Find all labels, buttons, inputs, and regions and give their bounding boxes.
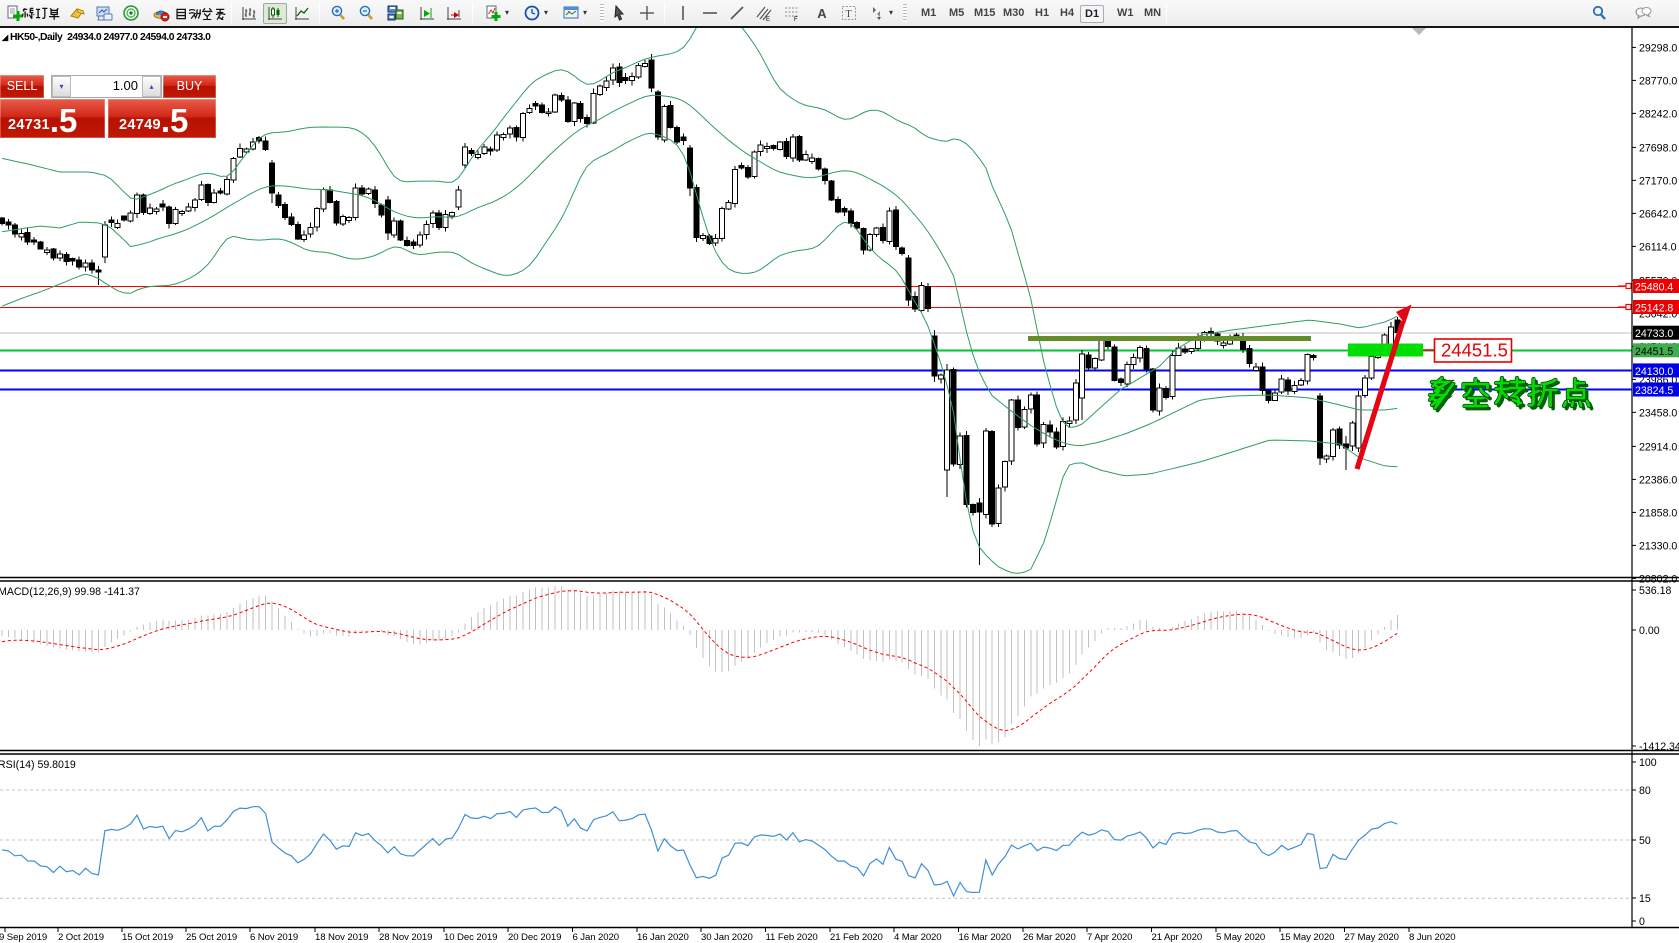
svg-text:24451.5: 24451.5: [1635, 346, 1673, 358]
svg-text:80: 80: [1639, 785, 1651, 797]
svg-text:20802.0: 20802.0: [1639, 573, 1677, 585]
svg-text:24733.0: 24733.0: [1635, 328, 1673, 340]
svg-text:29298.0: 29298.0: [1639, 42, 1677, 54]
svg-text:8 Jun 2020: 8 Jun 2020: [1409, 932, 1455, 943]
svg-text:536.18: 536.18: [1639, 585, 1672, 597]
svg-text:21 Feb 2020: 21 Feb 2020: [830, 932, 883, 943]
svg-text:30 Jan 2020: 30 Jan 2020: [701, 932, 753, 943]
svg-text:50: 50: [1639, 835, 1651, 847]
svg-text:0: 0: [1639, 916, 1645, 928]
svg-text:26 Mar 2020: 26 Mar 2020: [1023, 932, 1076, 943]
svg-text:7 Apr 2020: 7 Apr 2020: [1087, 932, 1132, 943]
svg-text:F: F: [794, 17, 798, 22]
svg-text:26642.0: 26642.0: [1639, 208, 1677, 220]
svg-text:9 Sep 2019: 9 Sep 2019: [0, 932, 47, 943]
svg-text:28242.0: 28242.0: [1639, 108, 1677, 120]
svg-text:T: T: [845, 9, 851, 20]
svg-text:23458.0: 23458.0: [1639, 407, 1677, 419]
svg-text:MACD(12,26,9) 99.98 -141.37: MACD(12,26,9) 99.98 -141.37: [0, 586, 140, 598]
svg-text:16 Jan 2020: 16 Jan 2020: [637, 932, 689, 943]
svg-text:15 Oct 2019: 15 Oct 2019: [122, 932, 173, 943]
svg-text:21330.0: 21330.0: [1639, 540, 1677, 552]
svg-text:25480.4: 25480.4: [1635, 282, 1673, 294]
svg-text:4 Mar 2020: 4 Mar 2020: [894, 932, 942, 943]
svg-text:23824.5: 23824.5: [1635, 385, 1673, 397]
svg-text:100: 100: [1639, 757, 1657, 769]
svg-text:E: E: [766, 17, 770, 22]
svg-text:10 Dec 2019: 10 Dec 2019: [444, 932, 497, 943]
svg-text:27698.0: 27698.0: [1639, 142, 1677, 154]
svg-text:28 Nov 2019: 28 Nov 2019: [379, 932, 432, 943]
svg-text:21858.0: 21858.0: [1639, 507, 1677, 519]
svg-text:5 May 2020: 5 May 2020: [1216, 932, 1265, 943]
svg-text:15: 15: [1639, 893, 1651, 905]
svg-text:0.00: 0.00: [1639, 625, 1660, 637]
svg-text:24130.0: 24130.0: [1635, 366, 1673, 378]
svg-text:28770.0: 28770.0: [1639, 75, 1677, 87]
svg-text:22386.0: 22386.0: [1639, 474, 1677, 486]
svg-text:18 Nov 2019: 18 Nov 2019: [315, 932, 368, 943]
svg-text:15 May 2020: 15 May 2020: [1280, 932, 1334, 943]
svg-text:6 Jan 2020: 6 Jan 2020: [573, 932, 619, 943]
svg-text:16 Mar 2020: 16 Mar 2020: [959, 932, 1012, 943]
svg-text:22914.0: 22914.0: [1639, 441, 1677, 453]
svg-text:11 Feb 2020: 11 Feb 2020: [766, 932, 818, 943]
svg-text:21 Apr 2020: 21 Apr 2020: [1152, 932, 1203, 943]
svg-text:24451.5: 24451.5: [1441, 340, 1508, 361]
svg-text:-1412.34: -1412.34: [1639, 741, 1679, 753]
svg-text:6 Nov 2019: 6 Nov 2019: [250, 932, 298, 943]
svg-text:26114.0: 26114.0: [1639, 241, 1677, 253]
svg-text:27 May 2020: 27 May 2020: [1345, 932, 1399, 943]
svg-text:20 Dec 2019: 20 Dec 2019: [508, 932, 561, 943]
svg-text:2 Oct 2019: 2 Oct 2019: [58, 932, 104, 943]
svg-text:25142.8: 25142.8: [1635, 303, 1673, 315]
svg-text:25 Oct 2019: 25 Oct 2019: [186, 932, 237, 943]
svg-text:RSI(14) 59.8019: RSI(14) 59.8019: [0, 759, 76, 771]
svg-text:27170.0: 27170.0: [1639, 175, 1677, 187]
